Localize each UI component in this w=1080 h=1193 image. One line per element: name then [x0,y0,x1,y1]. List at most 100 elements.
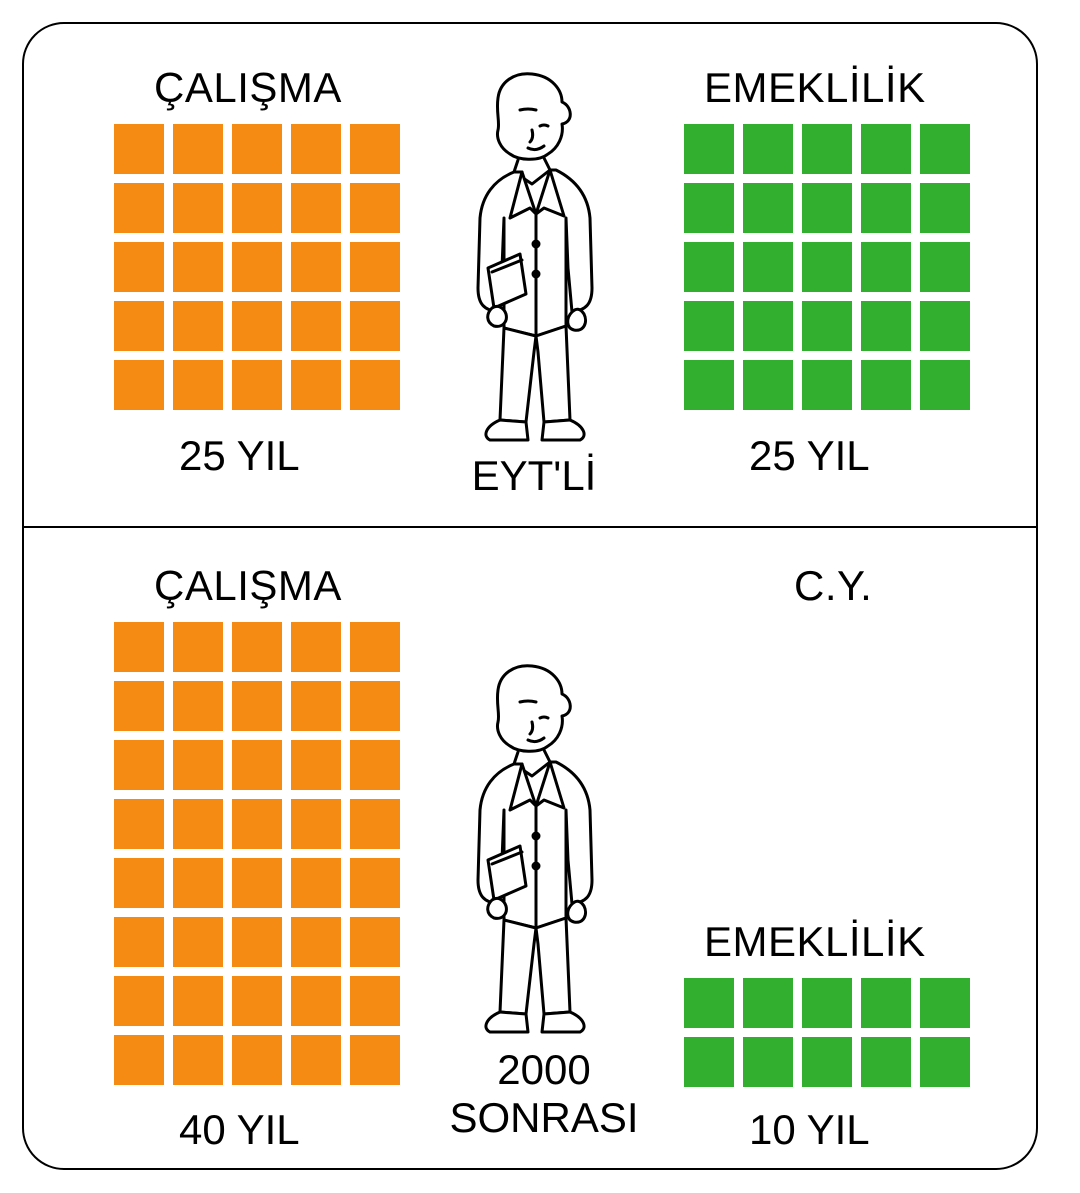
grid-square [291,301,341,351]
grid-square [291,858,341,908]
bottom-right-heading: EMEKLİLİK [704,918,926,966]
grid-square [232,799,282,849]
grid-square [861,183,911,233]
grid-square [350,183,400,233]
grid-square [114,917,164,967]
grid-square [743,1037,793,1087]
grid-square [802,124,852,174]
grid-square [232,242,282,292]
top-left-grid [114,124,400,410]
grid-square [232,740,282,790]
top-right-grid [684,124,970,410]
grid-square [232,124,282,174]
grid-square [743,242,793,292]
grid-square [920,242,970,292]
bottom-center-caption-line1: 2000 [497,1046,590,1093]
bottom-left-grid [114,622,400,1085]
grid-square [114,1035,164,1085]
grid-square [743,360,793,410]
grid-square [173,360,223,410]
grid-square [232,681,282,731]
grid-square [114,622,164,672]
grid-square [743,124,793,174]
grid-square [350,622,400,672]
infographic-frame: ÇALIŞMA 25 YIL [22,22,1038,1170]
grid-square [114,301,164,351]
grid-square [684,360,734,410]
top-center-caption: EYT'Lİ [449,452,619,500]
grid-square [173,799,223,849]
grid-square [232,976,282,1026]
grid-square [232,858,282,908]
person-icon [444,68,624,446]
grid-square [232,622,282,672]
top-left-heading: ÇALIŞMA [154,64,342,112]
grid-square [350,124,400,174]
grid-square [350,681,400,731]
grid-square [350,740,400,790]
grid-square [291,976,341,1026]
grid-square [291,740,341,790]
bottom-center-caption-line2: SONRASI [449,1094,638,1141]
grid-square [173,622,223,672]
grid-square [173,183,223,233]
grid-square [350,976,400,1026]
grid-square [861,242,911,292]
grid-square [802,978,852,1028]
grid-square [114,360,164,410]
grid-square [114,242,164,292]
grid-square [173,124,223,174]
grid-square [114,124,164,174]
bottom-left-caption: 40 YIL [179,1106,300,1154]
bottom-right-caption: 10 YIL [749,1106,870,1154]
grid-square [743,978,793,1028]
grid-square [861,124,911,174]
person-icon [444,660,624,1038]
grid-square [350,1035,400,1085]
grid-square [291,360,341,410]
grid-square [920,183,970,233]
grid-square [232,183,282,233]
grid-square [114,799,164,849]
grid-square [920,1037,970,1087]
grid-square [350,242,400,292]
grid-square [232,360,282,410]
grid-square [291,183,341,233]
grid-square [114,858,164,908]
grid-square [232,1035,282,1085]
grid-square [173,917,223,967]
grid-square [802,183,852,233]
grid-square [350,301,400,351]
grid-square [920,301,970,351]
grid-square [684,301,734,351]
grid-square [114,740,164,790]
grid-square [684,242,734,292]
grid-square [114,183,164,233]
grid-square [291,917,341,967]
grid-square [684,124,734,174]
bottom-topright-label: C.Y. [794,562,872,610]
grid-square [802,301,852,351]
bottom-left-heading: ÇALIŞMA [154,562,342,610]
grid-square [920,978,970,1028]
grid-square [350,917,400,967]
grid-square [291,1035,341,1085]
grid-square [802,1037,852,1087]
grid-square [291,124,341,174]
grid-square [861,1037,911,1087]
grid-square [684,1037,734,1087]
grid-square [173,740,223,790]
grid-square [114,976,164,1026]
grid-square [802,360,852,410]
grid-square [114,681,164,731]
panel-divider [24,526,1036,528]
grid-square [802,242,852,292]
grid-square [743,183,793,233]
grid-square [350,799,400,849]
grid-square [684,183,734,233]
grid-square [920,360,970,410]
grid-square [291,622,341,672]
grid-square [291,242,341,292]
grid-square [291,681,341,731]
bottom-right-grid [684,978,970,1087]
